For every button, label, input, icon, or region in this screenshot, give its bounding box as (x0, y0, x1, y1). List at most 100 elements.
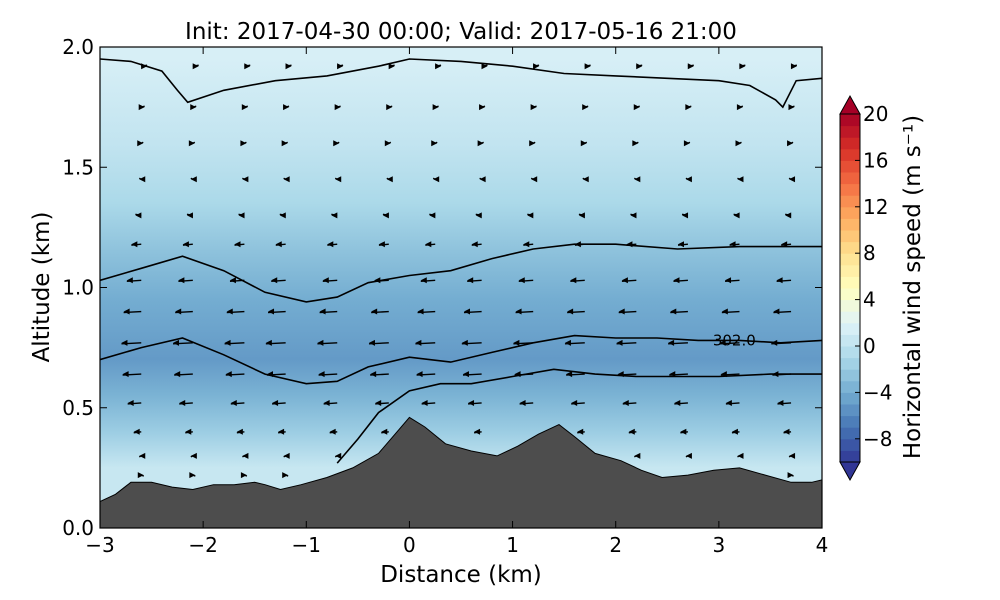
wind-vector (566, 371, 585, 378)
wind-vector (578, 212, 585, 219)
wind-vector (123, 308, 142, 315)
wind-vector (574, 241, 585, 248)
wind-vector (733, 212, 740, 219)
wind-vector (471, 241, 482, 248)
wind-vector (622, 399, 637, 406)
contour-line (100, 58, 822, 109)
colorbar-segment (840, 311, 860, 324)
colorbar-segment (840, 253, 860, 266)
wind-vector (267, 308, 286, 315)
wind-vector (190, 104, 197, 111)
wind-vector (417, 308, 436, 315)
wind-vector (781, 241, 792, 248)
wind-vector (421, 399, 436, 406)
wind-vector (329, 428, 338, 435)
wind-vector (518, 277, 534, 284)
wind-vector (461, 339, 482, 346)
wind-vector (266, 371, 286, 378)
wind-vector (432, 176, 440, 183)
wind-vector (236, 428, 245, 435)
colorbar-tick-label: 20 (863, 102, 888, 126)
colorbar-segment (840, 450, 860, 463)
wind-vector (776, 277, 792, 284)
wind-vector (137, 472, 145, 479)
wind-vector (787, 140, 794, 147)
colorbar-segment (840, 160, 860, 173)
plot-area: 302.0 (99, 46, 823, 529)
wind-vector (577, 428, 585, 435)
wind-vector (479, 104, 486, 111)
wind-vector (240, 140, 247, 147)
wind-vector (670, 308, 688, 315)
wind-vector (186, 212, 193, 219)
wind-vector (279, 212, 286, 219)
wind-vector (724, 277, 740, 284)
wind-vector (179, 399, 193, 406)
wind-vector (680, 428, 689, 435)
wind-vector (530, 104, 537, 111)
wind-vector (533, 63, 540, 70)
contour-label: 302.0 (713, 331, 756, 349)
wind-vector (381, 428, 389, 435)
x-axis-title: Distance (km) (380, 562, 542, 588)
colorbar-segment (840, 218, 860, 231)
colorbar-segment (840, 114, 860, 127)
wind-vector (529, 140, 536, 147)
wind-vector (178, 277, 193, 284)
colorbar-frame (839, 113, 861, 463)
wind-vector (737, 452, 744, 459)
wind-vector (420, 277, 436, 284)
wind-vector (634, 176, 641, 183)
wind-vector (630, 212, 637, 219)
wind-vector (787, 472, 794, 479)
y-tick-label: 1.0 (62, 276, 94, 300)
wind-vector (788, 452, 796, 459)
colorbar-segment (840, 183, 860, 196)
colorbar-tick-label: 16 (863, 148, 888, 172)
wind-vector (265, 339, 286, 346)
wind-vector (618, 308, 637, 315)
wind-vector (384, 140, 392, 147)
wind-vector (285, 63, 292, 70)
wind-vector (283, 104, 290, 111)
wind-vector (621, 277, 637, 284)
wind-vector (382, 212, 389, 219)
colorbar-segment (840, 276, 860, 289)
wind-vector (515, 308, 534, 315)
y-tick-label: 0.0 (62, 516, 94, 540)
wind-vector (374, 277, 389, 284)
wind-vector (229, 277, 245, 284)
wind-vector (736, 104, 744, 111)
wind-vector (683, 140, 691, 147)
wind-vector (327, 241, 338, 248)
wind-vector (677, 241, 688, 248)
colorbar-segment (840, 241, 860, 254)
colorbar-segment (840, 357, 860, 370)
wind-vector (185, 428, 193, 435)
wind-vector (530, 176, 538, 183)
wind-vector (462, 371, 482, 378)
wind-vector (386, 176, 393, 183)
x-tick-label: −2 (188, 533, 217, 557)
wind-vector (334, 104, 341, 111)
wind-vector (523, 241, 534, 248)
x-tick-label: 0 (403, 533, 416, 557)
wind-vector (429, 212, 436, 219)
wind-vector (785, 212, 792, 219)
wind-vector (681, 212, 689, 219)
wind-vector (580, 140, 588, 147)
wind-vector (334, 452, 342, 459)
wind-vector (481, 63, 488, 70)
wind-vector (271, 277, 286, 284)
wind-vector (133, 428, 142, 435)
y-axis-title: Altitude (km) (29, 212, 55, 363)
wind-vector (192, 63, 199, 70)
wind-vector (141, 63, 148, 70)
x-axis: −3 −2 −1 0 1 2 3 4 (85, 47, 828, 557)
wind-vector (137, 140, 144, 147)
wind-vector (673, 277, 688, 284)
wind-vector (567, 308, 585, 315)
wind-vector (370, 371, 389, 378)
wind-vector (570, 277, 585, 284)
wind-vector (189, 472, 196, 479)
